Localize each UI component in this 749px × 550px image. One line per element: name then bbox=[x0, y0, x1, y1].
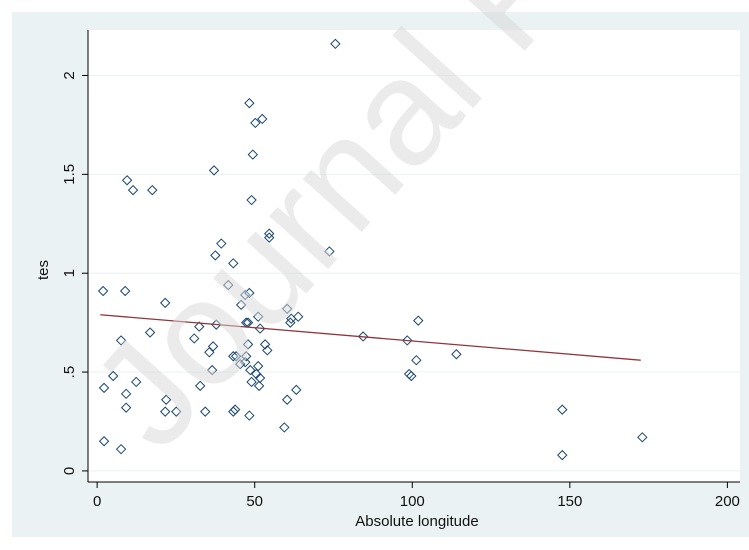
scatter-point bbox=[115, 335, 127, 346]
scatter-point bbox=[281, 394, 293, 405]
scatter-point bbox=[160, 394, 172, 405]
scatter-point bbox=[200, 406, 211, 417]
scatter-point bbox=[637, 432, 648, 443]
scatter-point bbox=[330, 38, 341, 50]
scatter-point bbox=[194, 380, 206, 392]
scatter-point bbox=[250, 117, 261, 129]
scatter-point bbox=[253, 380, 265, 392]
scatter-point bbox=[557, 404, 568, 415]
scatter-point bbox=[244, 287, 255, 299]
scatter-point bbox=[252, 311, 264, 322]
scatter-point bbox=[257, 113, 268, 125]
scatter-point bbox=[97, 285, 109, 297]
scatter-point bbox=[228, 258, 239, 269]
scatter-point bbox=[262, 345, 273, 356]
scatter-point bbox=[413, 315, 424, 326]
scatter-point bbox=[147, 184, 158, 196]
scatter-point bbox=[223, 279, 234, 291]
scatter-point bbox=[252, 360, 264, 372]
scatter-point bbox=[234, 358, 246, 370]
scatter-point bbox=[245, 364, 256, 376]
scatter-point bbox=[411, 354, 422, 366]
scatter-point bbox=[206, 364, 218, 376]
scatter-point bbox=[247, 149, 259, 160]
x-tick-label: 200 bbox=[715, 493, 740, 510]
scatter-point bbox=[159, 297, 171, 309]
y-tick-label: 2 bbox=[61, 71, 78, 79]
x-tick-label: 50 bbox=[246, 493, 263, 510]
x-axis-label: Absolute longitude bbox=[355, 513, 478, 530]
scatter-point bbox=[98, 436, 110, 447]
scatter-point bbox=[120, 388, 132, 400]
scatter-point bbox=[115, 443, 127, 455]
scatter-point bbox=[291, 384, 302, 396]
scatter-point bbox=[246, 376, 257, 388]
scatter-point bbox=[324, 246, 335, 257]
scatter-point bbox=[127, 184, 139, 196]
y-tick-label: 0 bbox=[61, 467, 78, 475]
scatter-point bbox=[242, 339, 254, 350]
scatter-point bbox=[210, 250, 221, 261]
scatter-point bbox=[230, 351, 242, 362]
scatter-point bbox=[357, 331, 369, 342]
scatter-point bbox=[240, 356, 251, 368]
scatter-point bbox=[119, 285, 131, 297]
scatter-point bbox=[402, 335, 413, 346]
scatter-point bbox=[279, 422, 290, 433]
scatter-point bbox=[216, 238, 227, 249]
scatter-point bbox=[240, 351, 252, 362]
scatter-point bbox=[207, 341, 219, 352]
y-tick-label: 1 bbox=[61, 269, 78, 277]
scatter-point bbox=[131, 376, 142, 388]
scatter-point bbox=[557, 449, 568, 461]
scatter-point bbox=[451, 349, 462, 360]
scatter-point bbox=[211, 319, 222, 330]
scatter-point bbox=[228, 406, 239, 417]
scatter-point bbox=[98, 382, 110, 394]
x-tick-label: 150 bbox=[557, 493, 582, 510]
y-tick-label: .5 bbox=[61, 366, 78, 379]
scatter-point bbox=[244, 97, 255, 109]
scatter-point bbox=[254, 323, 266, 334]
scatter-point bbox=[159, 406, 171, 417]
y-tick-label: 1.5 bbox=[61, 164, 78, 185]
scatter-point bbox=[204, 347, 215, 358]
x-tick-label: 0 bbox=[93, 493, 101, 510]
scatter-point bbox=[246, 194, 257, 206]
scatter-point bbox=[281, 303, 293, 315]
scatter-point bbox=[121, 175, 133, 186]
y-axis-label: tes bbox=[35, 260, 52, 280]
scatter-point bbox=[144, 327, 156, 338]
scatter-point bbox=[244, 410, 255, 421]
fit-line bbox=[100, 314, 641, 361]
scatter-point bbox=[240, 289, 251, 301]
scatter-point bbox=[188, 333, 200, 344]
scatter-point bbox=[235, 299, 247, 311]
x-tick-label: 100 bbox=[400, 493, 425, 510]
scatter-point bbox=[263, 232, 275, 243]
scatter-point bbox=[292, 311, 304, 322]
scatter-point bbox=[406, 370, 417, 382]
scatter-point bbox=[194, 321, 205, 332]
scatter-point bbox=[120, 402, 132, 413]
plot-area bbox=[88, 30, 740, 482]
scatter-point bbox=[108, 370, 119, 382]
scatter-point bbox=[208, 165, 220, 176]
scatter-point bbox=[171, 406, 182, 417]
marks bbox=[97, 38, 648, 461]
grid bbox=[88, 74, 740, 472]
scatter-point bbox=[263, 228, 275, 239]
scatter-point bbox=[228, 351, 239, 362]
scatter-point bbox=[259, 339, 271, 350]
